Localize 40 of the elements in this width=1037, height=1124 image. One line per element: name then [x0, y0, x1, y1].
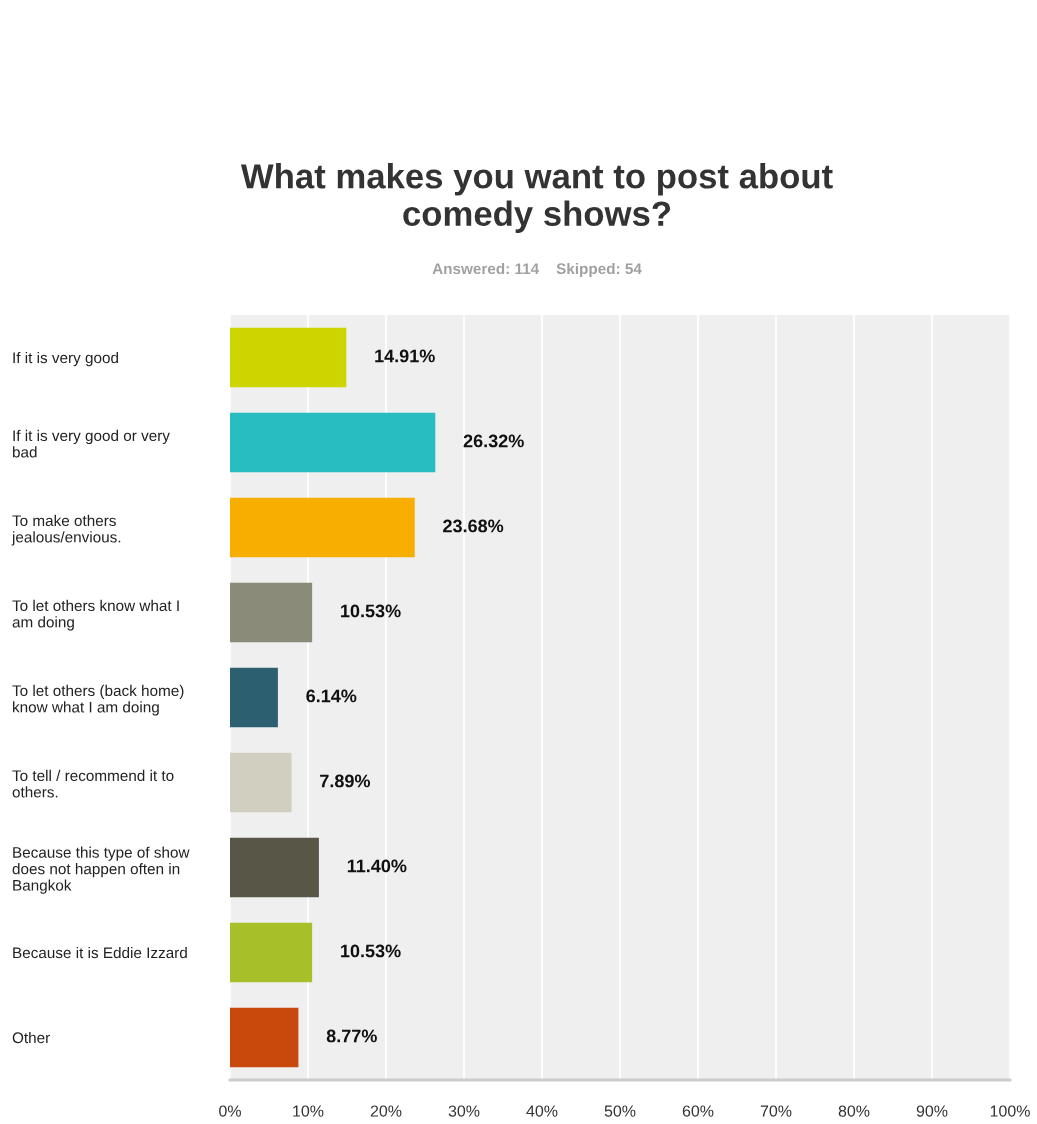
bar: [230, 667, 278, 728]
data-label: 6.14%: [306, 689, 357, 703]
x-tick-label: 60%: [682, 1105, 714, 1117]
x-tick-label: 10%: [293, 1105, 324, 1117]
data-label: 10.53%: [341, 944, 401, 958]
y-tick-label: If it is very good or very bad: [12, 429, 170, 458]
x-tick-label: 70%: [760, 1105, 792, 1117]
x-tick-label: 20%: [370, 1105, 402, 1117]
x-tick-label: 40%: [526, 1105, 558, 1117]
bar: [230, 752, 292, 813]
x-tick-label: 100%: [990, 1105, 1030, 1117]
data-label: 11.40%: [347, 859, 407, 873]
x-tick-label: 80%: [838, 1105, 870, 1117]
y-tick-label: Other: [12, 1031, 50, 1044]
x-tick-label: 90%: [916, 1105, 948, 1117]
bar: [230, 497, 415, 558]
y-tick-label: To let others know what I am doing: [12, 599, 179, 631]
chart-title: What makes you want to post about comedy shows?: [240, 163, 833, 233]
bar: [230, 837, 319, 898]
x-tick-label: 50%: [604, 1105, 636, 1117]
data-label: 8.77%: [326, 1029, 377, 1043]
data-label: 14.91%: [375, 349, 435, 363]
data-label: 7.89%: [320, 774, 371, 788]
bar: [230, 327, 347, 388]
data-label: 10.53%: [341, 604, 401, 618]
y-tick-label: To tell / recommend it to others.: [12, 769, 174, 798]
y-tick-label: To make others jealous/envious.: [11, 514, 121, 546]
bar: [230, 922, 313, 983]
y-tick-label: Because this type of show does not happen often in Bangkok: [12, 846, 190, 894]
chart-subtitle: Answered: 114 Skipped: 54: [432, 262, 642, 278]
bar: [230, 1007, 299, 1068]
y-tick-label: Because it is Eddie Izzard: [13, 946, 187, 959]
bar: [230, 582, 313, 643]
data-label: 23.68%: [443, 519, 504, 533]
bar: [230, 412, 436, 473]
y-tick-label: To let others (back home) know what I am doing: [12, 684, 184, 716]
x-tick-label: 30%: [448, 1105, 480, 1117]
y-tick-label: If it is very good: [13, 351, 118, 367]
x-tick-label: 0%: [219, 1105, 241, 1117]
data-label: 26.32%: [463, 434, 524, 448]
